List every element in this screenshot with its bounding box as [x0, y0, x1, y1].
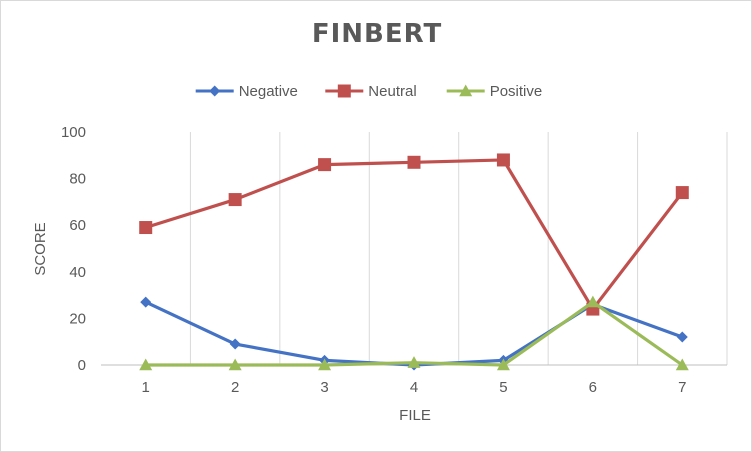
x-tick-label: 6	[589, 379, 597, 396]
neutral-point	[496, 153, 510, 167]
x-axis-label: FILE	[399, 407, 431, 424]
x-tick-label: 3	[320, 379, 328, 396]
neutral-line	[145, 158, 684, 311]
series-positive	[139, 295, 689, 371]
y-axis-label: SCORE	[32, 222, 49, 275]
negative-line	[145, 300, 683, 367]
y-tick-label: 60	[69, 217, 86, 234]
positive-point	[586, 295, 600, 308]
y-tick-label: 80	[69, 171, 86, 188]
neutral-point	[228, 193, 242, 207]
legend-item-neutral: Neutral	[325, 83, 417, 100]
legend-marker-negative	[209, 85, 221, 97]
negative-point	[676, 331, 688, 343]
x-tick-label: 5	[499, 379, 507, 396]
y-tick-label: 40	[69, 264, 86, 281]
positive-point	[139, 358, 153, 371]
negative-point	[140, 296, 152, 308]
legend: Negative Neutral Positive	[195, 83, 543, 100]
neutral-point	[407, 155, 421, 169]
x-tick-label: 2	[231, 379, 239, 396]
legend-label-negative: Negative	[239, 83, 298, 100]
positive-point	[675, 358, 689, 371]
legend-label-positive: Positive	[490, 83, 543, 100]
positive-point	[318, 358, 332, 371]
legend-marker-neutral	[337, 84, 351, 98]
x-tick-label: 7	[678, 379, 686, 396]
y-tick-label: 0	[78, 357, 86, 374]
positive-line	[145, 300, 684, 367]
x-tick-label: 1	[142, 379, 150, 396]
chart-title: FINBERT	[311, 19, 443, 49]
legend-label-neutral: Neutral	[368, 83, 416, 100]
positive-point	[228, 358, 242, 371]
legend-item-negative: Negative	[195, 83, 298, 100]
legend-item-positive: Positive	[446, 83, 543, 100]
y-tick-label: 100	[61, 124, 86, 141]
series-neutral	[139, 153, 689, 316]
positive-point	[496, 358, 510, 371]
y-tick-label: 20	[69, 310, 86, 327]
neutral-point	[675, 186, 689, 200]
negative-point	[229, 338, 241, 350]
positive-point	[407, 356, 421, 368]
x-tick-label: 4	[410, 379, 418, 396]
series-group	[139, 153, 689, 371]
gridlines	[189, 132, 728, 365]
neutral-point	[318, 158, 332, 172]
axes: 0 20 40 60 80 100 1 2 3 4 5 6 7	[61, 124, 727, 396]
neutral-point	[139, 221, 153, 235]
legend-marker-positive	[459, 84, 473, 97]
